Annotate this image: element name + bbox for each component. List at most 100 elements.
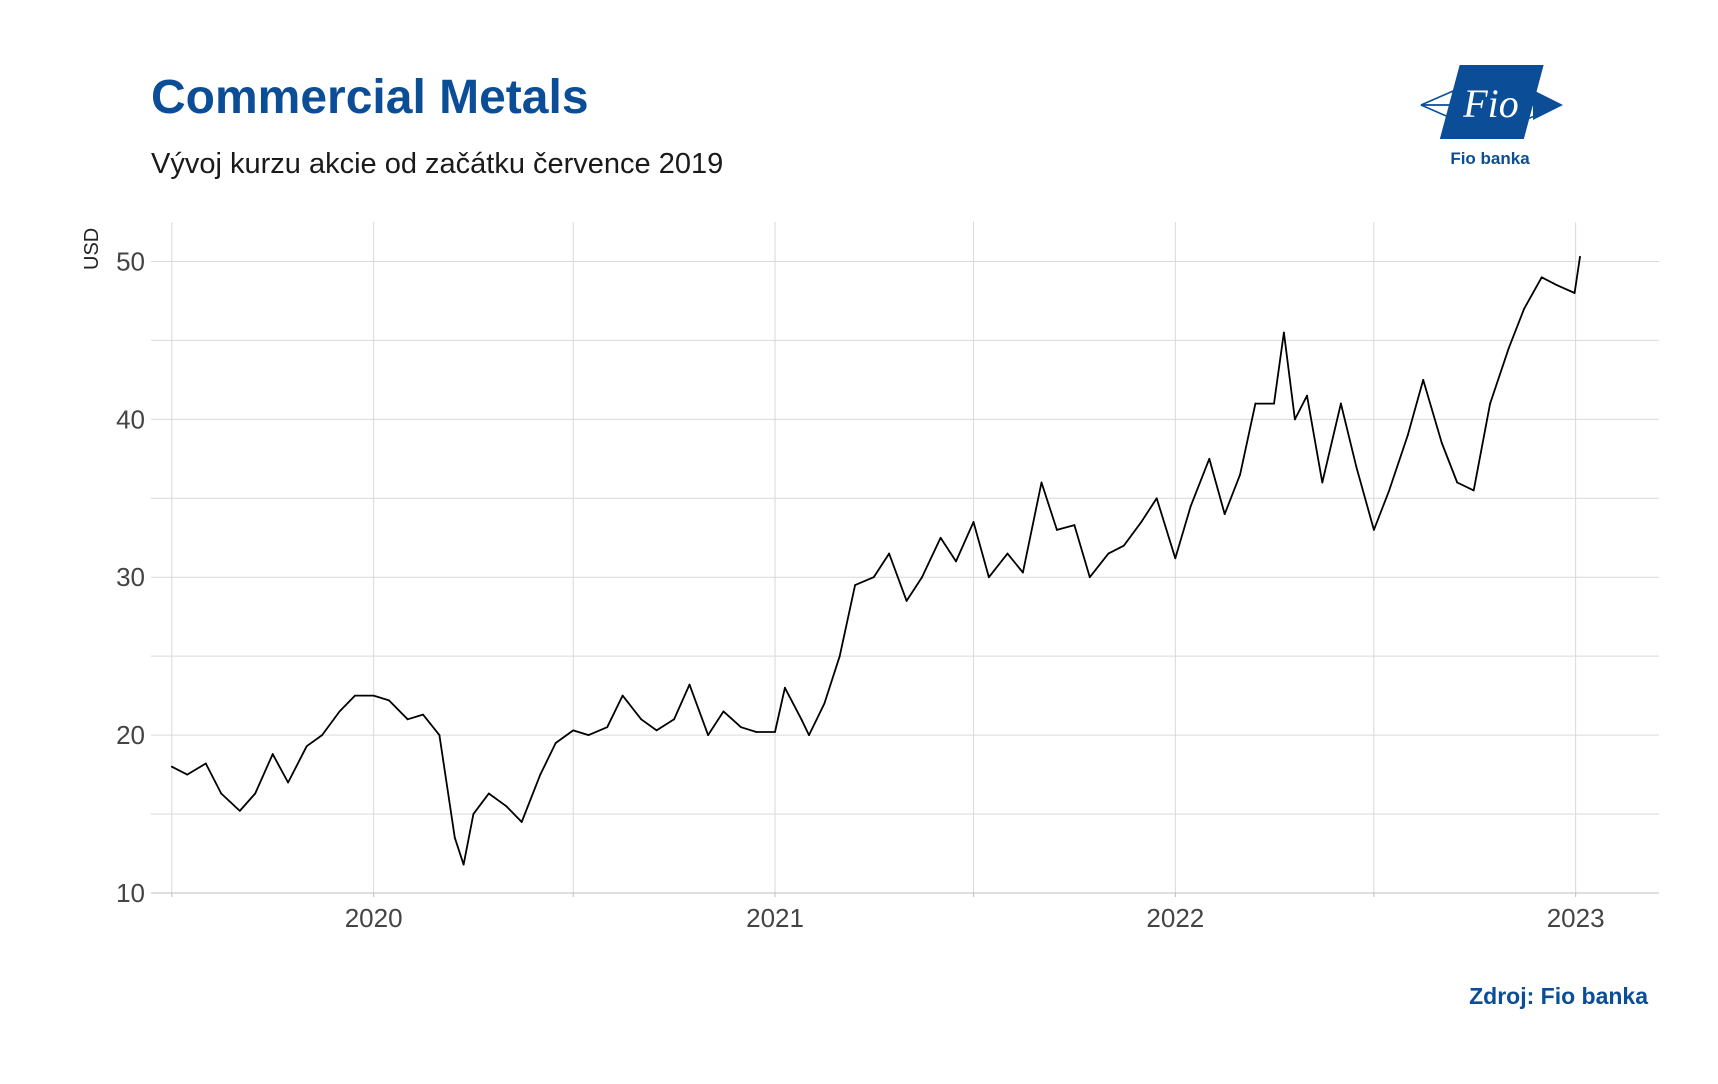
data-point [1055, 528, 1058, 531]
data-point [1540, 276, 1543, 279]
data-point [1340, 402, 1342, 405]
data-point [487, 792, 490, 795]
data-point [1283, 331, 1285, 334]
data-point [186, 773, 189, 776]
data-point [170, 765, 173, 768]
data-point [1573, 292, 1576, 294]
data-point [1293, 418, 1296, 421]
data-point [220, 792, 223, 795]
data-point [755, 731, 758, 733]
data-point [1273, 402, 1275, 405]
data-point [587, 734, 590, 737]
data-point [1140, 521, 1143, 523]
data-point [305, 745, 308, 748]
data-point [1021, 571, 1024, 574]
data-point [505, 805, 508, 808]
data-point [1388, 489, 1391, 492]
y-tick-label: 10 [116, 878, 145, 908]
y-axis: 10 20 30 40 50 [116, 246, 145, 908]
data-point [707, 734, 710, 737]
data-point [1489, 402, 1492, 405]
data-point [321, 734, 323, 737]
data-point [921, 576, 923, 579]
data-point [1122, 544, 1125, 547]
data-point [1254, 402, 1257, 405]
data-point [554, 742, 557, 744]
data-point [1306, 394, 1308, 397]
data-point [606, 726, 609, 729]
data-point [462, 863, 465, 866]
data-point [271, 753, 274, 755]
gridlines [151, 222, 1659, 894]
data-point [774, 731, 776, 733]
data-point [955, 560, 957, 563]
data-point [520, 821, 523, 823]
data-point [1239, 473, 1241, 476]
data-point [438, 734, 441, 737]
data-point [987, 576, 990, 579]
data-point [838, 655, 841, 658]
data-point [1174, 557, 1177, 560]
logo-caption: Fio banka [1450, 149, 1530, 168]
data-point [1088, 576, 1091, 579]
data-point [453, 836, 456, 839]
data-point [472, 813, 475, 815]
y-tick-label: 30 [116, 562, 145, 592]
data-point [1189, 505, 1192, 508]
data-point [673, 718, 676, 721]
data-point [1472, 489, 1475, 492]
source-note: Zdroj: Fio banka [1469, 983, 1648, 1009]
data-point [1523, 307, 1526, 310]
x-axis: 2020 2021 2022 2023 [151, 892, 1659, 933]
data-point [800, 718, 803, 721]
data-point [905, 600, 908, 602]
data-point [1440, 442, 1443, 444]
data-point [1556, 284, 1558, 287]
data-point [621, 694, 624, 697]
data-point [1372, 528, 1375, 531]
x-tick-label: 2020 [345, 903, 403, 933]
y-axis-label: USD [81, 228, 103, 270]
data-point [572, 729, 575, 732]
data-point [1406, 434, 1409, 437]
data-point [823, 702, 826, 705]
data-point [422, 713, 424, 716]
x-tick-label: 2021 [746, 903, 804, 933]
data-point [388, 699, 390, 702]
data-point [1223, 513, 1226, 515]
data-point [354, 694, 356, 697]
data-point [254, 792, 257, 795]
data-point [655, 729, 658, 732]
fio-banka-logo: Fio [1420, 65, 1563, 139]
data-point [1321, 481, 1324, 484]
data-point [808, 734, 810, 737]
data-point [784, 686, 786, 689]
data-point [1456, 481, 1459, 484]
y-tick-label: 40 [116, 404, 145, 434]
y-tick-label: 50 [116, 246, 145, 276]
data-point [204, 762, 207, 765]
data-point [888, 552, 890, 555]
data-point [972, 521, 975, 523]
data-point [338, 710, 341, 713]
data-point [406, 718, 409, 721]
data-point [1579, 255, 1581, 258]
data-point [1073, 524, 1076, 527]
data-point [1355, 465, 1358, 468]
data-point [287, 781, 289, 784]
y-tick-label: 20 [116, 720, 145, 750]
logo-text: Fio [1462, 81, 1519, 126]
data-point [372, 694, 375, 697]
data-point [640, 718, 643, 721]
data-point [854, 584, 856, 587]
chart-subtitle: Vývoj kurzu akcie od začátku července 20… [151, 148, 724, 180]
chart-title: Commercial Metals [151, 71, 589, 124]
data-point [1507, 347, 1510, 350]
data-point [1155, 497, 1158, 500]
data-point [740, 726, 742, 729]
data-point [1040, 481, 1043, 484]
data-point [1422, 378, 1425, 381]
data-point [872, 576, 875, 579]
data-point [688, 683, 691, 686]
